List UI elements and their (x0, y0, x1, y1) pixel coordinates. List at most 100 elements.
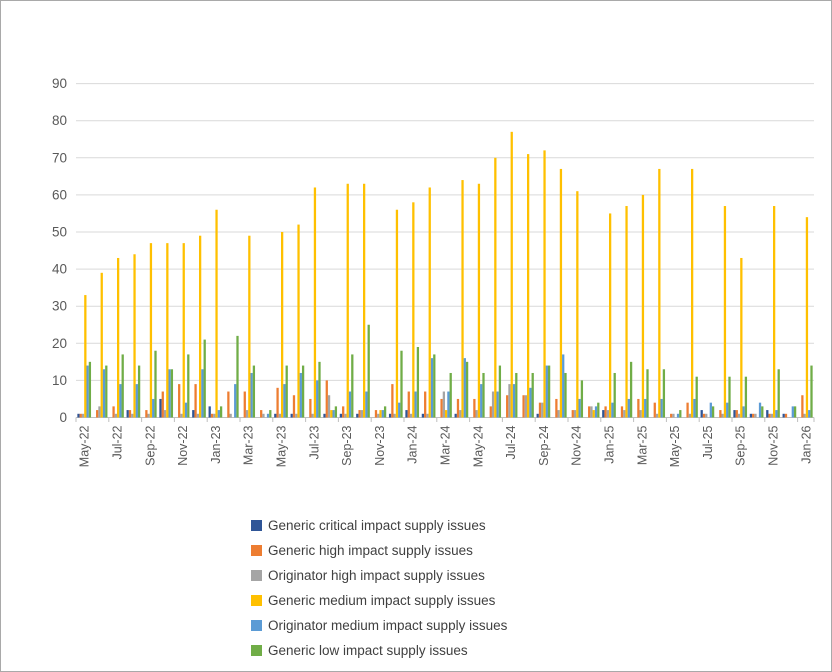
bar-s3-Apr-25 (658, 168, 661, 418)
bar-s5-Jan-23 (219, 406, 223, 418)
bar-s3-Sep-22 (149, 243, 153, 418)
bar-s3-Apr-24 (461, 180, 464, 418)
bar-s4-Feb-25 (627, 398, 630, 418)
y-axis-tick-label-80: 80 (52, 113, 67, 128)
bar-s3-Mar-23 (248, 235, 251, 418)
bar-s2-Apr-25 (655, 413, 659, 418)
bar-s2-Dec-23 (393, 413, 396, 418)
x-axis-label-Nov-22: Nov-22 (176, 425, 190, 465)
legend-swatch-generic-high-icon (251, 545, 262, 556)
bar-s0-Jun-23 (290, 413, 293, 418)
bar-s2-Nov-22 (180, 413, 183, 418)
bar-s0-Aug-22 (126, 410, 129, 418)
bar-s4-Apr-23 (266, 413, 270, 418)
x-axis-label-Mar-23: Mar-23 (242, 425, 256, 465)
bar-s2-Nov-23 (377, 413, 380, 418)
bar-s5-Jan-26 (810, 365, 813, 418)
x-axis-label-Jan-24: Jan-24 (406, 425, 420, 463)
bar-s3-Jan-23 (215, 209, 218, 418)
bar-s1-Mar-25 (637, 398, 640, 418)
bar-s5-Oct-24 (564, 372, 567, 418)
bar-s1-Jan-24 (407, 391, 410, 418)
bar-s1-Sep-25 (735, 410, 738, 418)
bar-s5-Nov-23 (383, 406, 387, 418)
bar-s5-Jun-25 (695, 376, 698, 418)
bar-s3-Aug-24 (527, 154, 530, 418)
bar-s3-Nov-22 (182, 243, 185, 418)
bar-s0-Aug-23 (323, 413, 326, 418)
bar-s5-Mar-23 (252, 365, 256, 418)
bar-s1-Dec-25 (784, 413, 788, 418)
bar-s1-Feb-24 (424, 391, 427, 418)
bar-s5-Dec-23 (400, 350, 403, 418)
bar-s5-Nov-24 (580, 380, 584, 418)
bar-s2-Dec-24 (590, 406, 593, 418)
bar-s5-Oct-22 (170, 369, 174, 418)
bar-s4-Feb-23 (234, 384, 237, 418)
legend-item-generic-critical: Generic critical impact supply issues (251, 513, 507, 538)
bar-s1-May-24 (473, 398, 476, 418)
bar-s2-Sep-25 (737, 413, 741, 418)
bar-s4-Aug-24 (529, 387, 532, 418)
bar-s2-Mar-24 (442, 391, 445, 418)
bar-s2-Jan-23 (213, 413, 216, 418)
bar-s5-Dec-24 (597, 402, 600, 418)
bar-s2-Mar-23 (245, 410, 249, 418)
bar-s0-Sep-25 (733, 410, 736, 418)
legend-item-originator-high: Originator high impact supply issues (251, 563, 507, 588)
bar-s5-Mar-24 (449, 372, 452, 418)
bar-s4-Aug-25 (726, 402, 729, 418)
bar-s2-Jun-22 (98, 406, 101, 418)
bar-s3-Feb-25 (625, 206, 628, 418)
legend-label-generic-high: Generic high impact supply issues (268, 543, 473, 558)
bar-s2-Feb-25 (623, 410, 626, 418)
bar-s1-Dec-24 (588, 406, 591, 418)
bar-s4-Jul-24 (512, 384, 516, 418)
bar-s1-Nov-22 (178, 384, 181, 418)
bar-s1-Jul-23 (309, 398, 312, 418)
bar-s4-Sep-22 (152, 398, 155, 418)
legend-swatch-originator-high-icon (251, 570, 262, 581)
y-axis-tick-label-0: 0 (59, 410, 67, 425)
bar-s5-Sep-23 (351, 354, 354, 418)
bar-s2-Jun-23 (295, 413, 298, 418)
bar-s5-Feb-24 (433, 354, 436, 418)
bar-s2-Aug-25 (721, 413, 724, 418)
bar-s4-Mar-23 (250, 372, 253, 418)
bar-s3-Jul-22 (117, 257, 120, 418)
bar-s0-Dec-25 (782, 413, 785, 418)
bar-s1-Sep-22 (145, 410, 148, 418)
bar-s3-Sep-23 (346, 183, 349, 418)
legend-label-generic-low: Generic low impact supply issues (268, 643, 468, 658)
bar-s1-Oct-23 (358, 410, 361, 418)
bar-s2-Sep-24 (541, 402, 544, 418)
bar-s2-Jun-24 (491, 391, 495, 418)
bar-s5-May-25 (679, 410, 682, 418)
chart-legend: Generic critical impact supply issues Ge… (251, 513, 507, 663)
x-axis-label-Jul-22: Jul-22 (111, 425, 125, 459)
bar-s3-Jun-22 (100, 272, 103, 418)
x-axis-label-Sep-25: Sep-25 (734, 425, 748, 465)
bar-s1-Jul-24 (506, 395, 509, 418)
bar-s0-Dec-22 (192, 410, 195, 418)
bar-s3-Mar-24 (445, 410, 448, 418)
bar-s0-Feb-24 (421, 413, 425, 418)
bar-s4-May-22 (86, 365, 89, 418)
legend-swatch-originator-medium-icon (251, 620, 262, 631)
bar-s4-Nov-23 (381, 410, 384, 418)
bar-s1-Dec-22 (194, 384, 197, 418)
bar-s4-Jun-25 (693, 398, 696, 418)
bar-s2-May-24 (475, 410, 478, 418)
bar-s4-Mar-24 (447, 391, 450, 418)
y-axis-tick-label-60: 60 (52, 187, 67, 202)
bar-s1-Aug-22 (128, 410, 132, 418)
bar-s5-Aug-24 (531, 372, 534, 418)
x-axis-label-Jul-25: Jul-25 (701, 425, 715, 459)
bar-s1-Jun-22 (96, 410, 99, 418)
bar-s5-Jul-25 (711, 406, 715, 418)
bar-s2-May-25 (672, 413, 675, 418)
bar-s0-Jan-23 (208, 406, 211, 418)
x-axis-label-Jul-23: Jul-23 (307, 425, 321, 459)
bar-s5-Dec-22 (203, 339, 206, 418)
bar-s3-Oct-24 (559, 168, 563, 418)
